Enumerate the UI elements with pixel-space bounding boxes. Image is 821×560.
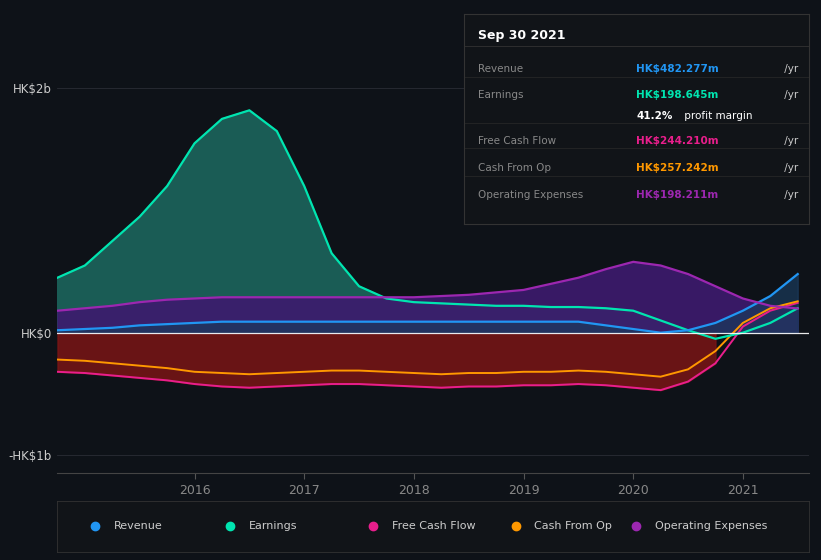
Text: Revenue: Revenue [114, 521, 163, 531]
Text: Earnings: Earnings [478, 90, 523, 100]
Text: Cash From Op: Cash From Op [478, 163, 551, 173]
Text: /yr: /yr [781, 190, 798, 200]
Text: /yr: /yr [781, 64, 798, 74]
Text: HK$198.645m: HK$198.645m [636, 90, 718, 100]
Text: Sep 30 2021: Sep 30 2021 [478, 29, 565, 41]
Text: HK$257.242m: HK$257.242m [636, 163, 719, 173]
Text: /yr: /yr [781, 90, 798, 100]
Text: Operating Expenses: Operating Expenses [654, 521, 767, 531]
Text: Cash From Op: Cash From Op [534, 521, 612, 531]
Text: HK$198.211m: HK$198.211m [636, 190, 718, 200]
Text: profit margin: profit margin [681, 111, 753, 120]
Text: Free Cash Flow: Free Cash Flow [392, 521, 475, 531]
Text: Operating Expenses: Operating Expenses [478, 190, 583, 200]
Text: Free Cash Flow: Free Cash Flow [478, 136, 556, 146]
Text: /yr: /yr [781, 136, 798, 146]
Text: Earnings: Earnings [249, 521, 297, 531]
Text: /yr: /yr [781, 163, 798, 173]
Text: 41.2%: 41.2% [636, 111, 672, 120]
Text: HK$482.277m: HK$482.277m [636, 64, 719, 74]
Text: HK$244.210m: HK$244.210m [636, 136, 719, 146]
Text: Revenue: Revenue [478, 64, 523, 74]
